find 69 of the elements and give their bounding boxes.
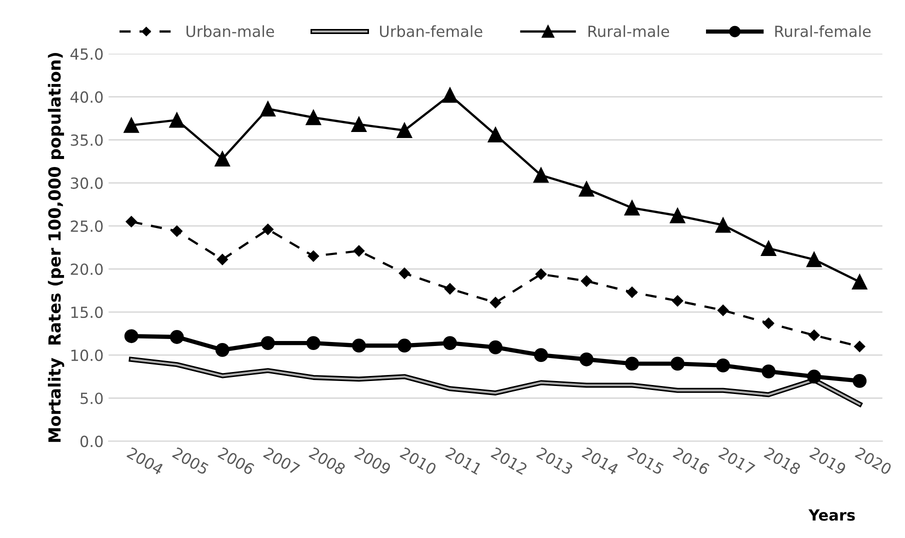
point — [215, 342, 230, 357]
point — [625, 356, 639, 371]
point — [672, 295, 684, 306]
point — [670, 208, 686, 224]
point — [396, 122, 412, 138]
point — [762, 364, 776, 378]
point — [306, 110, 322, 126]
point — [124, 329, 138, 344]
point — [260, 101, 276, 117]
y-tick-label: 10.0 — [71, 350, 103, 362]
point — [124, 118, 139, 133]
y-tick-label: 15.0 — [71, 306, 103, 318]
x-tick-label: 2007 — [262, 446, 300, 476]
point — [262, 224, 274, 236]
x-axis-title: Years — [808, 509, 855, 521]
point — [578, 181, 594, 197]
point — [308, 250, 320, 262]
point — [351, 116, 367, 132]
point — [170, 330, 184, 344]
y-tick-label: 0.0 — [80, 436, 103, 448]
y-axis-title: Mortality Rates (per 100,000 population) — [48, 53, 64, 442]
point — [626, 286, 638, 298]
legend-label: Rural-female — [775, 25, 871, 38]
point — [716, 358, 730, 372]
point — [352, 338, 366, 353]
point — [398, 338, 412, 353]
point — [762, 318, 774, 329]
y-tick-label: 5.0 — [80, 392, 103, 404]
point — [808, 330, 820, 341]
point — [534, 348, 548, 362]
y-tick-label: 25.0 — [70, 220, 103, 232]
y-tick-label: 30.0 — [70, 177, 103, 189]
legend-label: Urban-male — [186, 25, 274, 38]
point — [488, 127, 504, 142]
point — [717, 304, 729, 316]
point — [670, 356, 684, 371]
y-tick-label: 45.0 — [70, 48, 103, 60]
point — [580, 275, 592, 287]
point — [488, 340, 502, 354]
point — [442, 87, 458, 103]
point — [398, 268, 410, 279]
y-tick-label: 20.0 — [70, 263, 103, 276]
point — [443, 336, 457, 350]
x-tick-label: 2017 — [718, 446, 756, 476]
point — [353, 245, 365, 257]
point — [852, 374, 867, 388]
point — [535, 268, 547, 280]
point — [854, 340, 866, 352]
point — [852, 274, 868, 290]
point — [490, 296, 502, 308]
point — [806, 252, 822, 268]
point — [126, 216, 137, 228]
point — [807, 370, 822, 384]
point — [169, 112, 185, 128]
y-tick-label: 35.0 — [70, 134, 103, 146]
point — [306, 336, 320, 350]
legend-label: Rural-male — [588, 25, 670, 38]
point — [533, 168, 549, 183]
point — [715, 217, 731, 233]
point — [216, 254, 228, 266]
point — [444, 283, 456, 294]
legend-label: Urban-female — [380, 25, 482, 38]
point — [624, 200, 640, 216]
point — [214, 151, 230, 166]
y-tick-label: 40.0 — [70, 91, 103, 103]
point — [760, 240, 776, 256]
point — [580, 352, 594, 366]
point — [171, 226, 182, 237]
point — [260, 336, 275, 350]
